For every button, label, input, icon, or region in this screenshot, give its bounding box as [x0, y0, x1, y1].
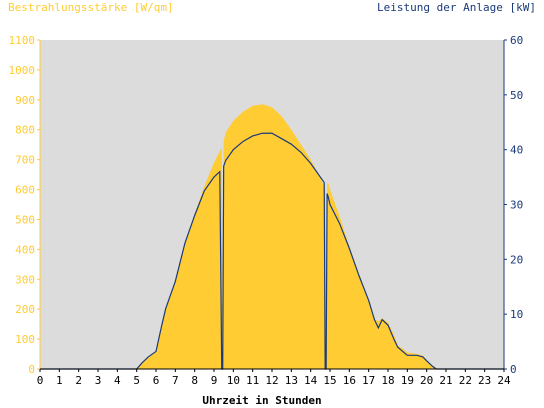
- left-axis-tick-label: 0: [28, 363, 35, 376]
- x-axis-tick-label: 0: [37, 374, 44, 387]
- left-axis-tick-label: 200: [15, 303, 35, 316]
- x-axis-tick-label: 12: [265, 374, 278, 387]
- right-axis-tick-label: 60: [510, 34, 523, 47]
- x-axis-tick-label: 24: [497, 374, 511, 387]
- x-axis-tick-label: 6: [153, 374, 160, 387]
- right-axis-tick-label: 20: [510, 253, 523, 266]
- x-axis-tick-label: 1: [56, 374, 63, 387]
- x-axis-tick-label: 23: [478, 374, 491, 387]
- x-axis-title: Uhrzeit in Stunden: [202, 394, 321, 407]
- x-axis-tick-label: 10: [227, 374, 240, 387]
- x-axis-tick-label: 13: [285, 374, 298, 387]
- x-axis-tick-label: 22: [459, 374, 472, 387]
- x-axis-tick-label: 20: [420, 374, 433, 387]
- right-axis-tick-label: 50: [510, 89, 523, 102]
- right-axis-title: Leistung der Anlage [kW]: [377, 1, 536, 14]
- x-axis-tick-label: 2: [75, 374, 82, 387]
- left-axis-tick-label: 800: [15, 124, 35, 137]
- left-axis-tick-label: 700: [15, 154, 35, 167]
- right-axis-tick-label: 10: [510, 308, 523, 321]
- x-axis-tick-label: 4: [114, 374, 121, 387]
- x-axis-tick-label: 14: [304, 374, 318, 387]
- x-axis-tick-label: 7: [172, 374, 179, 387]
- right-axis-tick-label: 0: [510, 363, 517, 376]
- irradiance-area: [40, 104, 504, 370]
- x-axis-tick-label: 18: [381, 374, 394, 387]
- left-axis-tick-label: 100: [15, 333, 35, 346]
- right-axis-tick-label: 30: [510, 199, 523, 212]
- series-layer: [40, 104, 504, 370]
- left-axis-tick-label: 900: [15, 94, 35, 107]
- x-axis-tick-label: 9: [211, 374, 218, 387]
- x-axis-tick-label: 8: [191, 374, 198, 387]
- x-axis-tick-label: 21: [439, 374, 452, 387]
- x-axis-tick-label: 5: [133, 374, 140, 387]
- left-axis-tick-label: 1000: [9, 64, 36, 77]
- x-axis-tick-label: 16: [343, 374, 356, 387]
- axis-layer: 0100200300400500600700800900100011000102…: [9, 34, 524, 387]
- x-axis-tick-label: 17: [362, 374, 375, 387]
- left-axis-tick-label: 400: [15, 243, 35, 256]
- x-axis-tick-label: 3: [95, 374, 102, 387]
- power-line: [40, 132, 504, 370]
- left-axis-tick-label: 500: [15, 213, 35, 226]
- x-axis-tick-label: 19: [401, 374, 414, 387]
- x-axis-tick-label: 11: [246, 374, 259, 387]
- left-axis-title: Bestrahlungsstärke [W/qm]: [8, 1, 174, 14]
- left-axis-tick-label: 300: [15, 273, 35, 286]
- left-axis-tick-label: 600: [15, 184, 35, 197]
- right-axis-tick-label: 40: [510, 144, 523, 157]
- left-axis-tick-label: 1100: [9, 34, 36, 47]
- x-axis-tick-label: 15: [323, 374, 336, 387]
